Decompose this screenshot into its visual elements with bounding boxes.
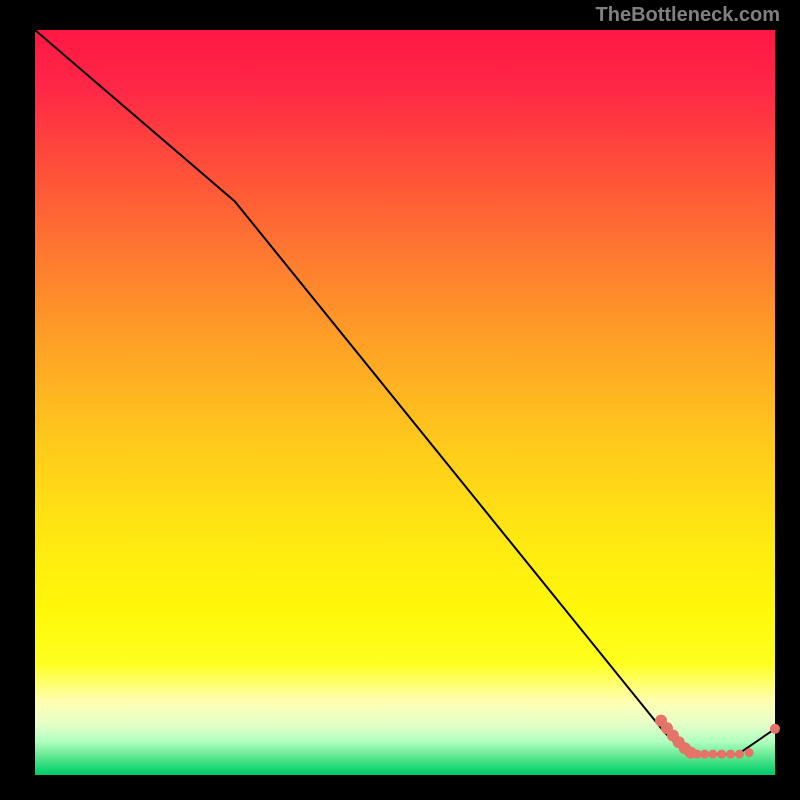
chart-container: TheBottleneck.com xyxy=(0,0,800,800)
bottleneck-chart xyxy=(0,0,800,800)
watermark-text: TheBottleneck.com xyxy=(596,4,780,27)
